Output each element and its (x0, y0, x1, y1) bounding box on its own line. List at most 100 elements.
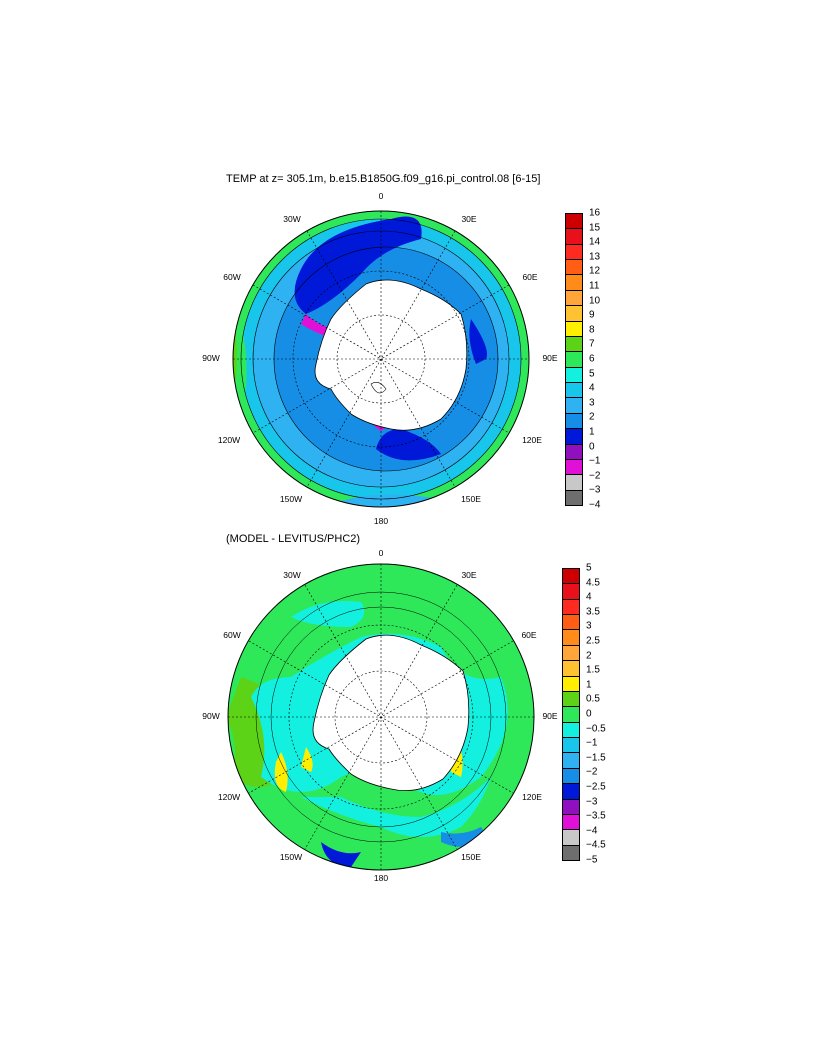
bottom-panel-title: (MODEL - LEVITUS/PHC2) (226, 533, 361, 545)
colorbar-box (562, 598, 580, 616)
colorbar-box (562, 829, 580, 846)
colorbar-tick-label: −5 (586, 854, 598, 866)
colorbar-tick-label: −3 (589, 484, 601, 496)
colorbar-tick-label: 3.5 (586, 606, 600, 618)
top-lon-label-180: 180 (373, 516, 389, 526)
colorbar-tick-label: 10 (589, 295, 601, 307)
colorbar-tick-label: −1.5 (586, 752, 606, 764)
colorbar-box (562, 783, 580, 800)
colorbar-tick-label: 2 (586, 650, 592, 662)
colorbar-tick-label: 7 (589, 338, 595, 350)
top-lon-label-60w: 60W (223, 272, 241, 282)
colorbar-box (565, 382, 583, 399)
colorbar-box (565, 289, 583, 307)
bottom-polar-map (227, 563, 535, 871)
top-lon-label-30e: 30E (461, 214, 477, 224)
top-lon-label-90e: 90E (542, 353, 558, 363)
colorbar-tick-label: 14 (589, 236, 601, 248)
colorbar-box (562, 813, 580, 831)
colorbar-tick-label: 16 (589, 207, 601, 219)
colorbar-box (562, 737, 580, 754)
colorbar-tick-label: 1 (589, 426, 595, 438)
colorbar-box (565, 335, 583, 353)
colorbar-tick-label: −0.5 (586, 723, 606, 735)
colorbar-tick-label: 9 (589, 309, 595, 321)
colorbar-tick-label: −3.5 (586, 810, 606, 822)
colorbar-tick-label: 15 (589, 222, 601, 234)
bottom-lon-label-0: 0 (378, 548, 384, 558)
top-lon-label-120e: 120E (522, 435, 542, 445)
colorbar-tick-label: 3 (586, 620, 592, 632)
bottom-colorbar: 5 4.5 4 3.5 3 2.5 2 1.5 1 0.5 0 −0.5 −1 −1.5 −2 −2.5 −3 −… (562, 563, 622, 866)
bottom-lon-label-60e: 60E (521, 630, 537, 640)
colorbar-box (565, 305, 583, 322)
colorbar-tick-label: 5 (586, 562, 592, 574)
bottom-lon-label-120w: 120W (217, 792, 241, 802)
colorbar-box (562, 614, 580, 631)
top-lon-label-120w: 120W (217, 435, 241, 445)
colorbar-tick-label: 6 (589, 353, 595, 365)
colorbar-tick-label: 4.5 (586, 577, 600, 589)
colorbar-tick-label: 4 (586, 591, 592, 603)
colorbar-box (562, 629, 580, 646)
colorbar-tick-label: −1 (586, 737, 598, 749)
top-lon-label-150w: 150W (279, 494, 303, 504)
top-lon-label-0: 0 (378, 191, 384, 201)
colorbar-tick-label: −2 (586, 766, 598, 778)
colorbar-tick-label: 4 (589, 382, 595, 394)
colorbar-tick-label: −3 (586, 796, 598, 808)
colorbar-box (562, 583, 580, 600)
colorbar-box (565, 443, 583, 460)
bottom-lon-label-30e: 30E (461, 570, 477, 580)
bottom-lon-label-90w: 90W (202, 711, 220, 721)
bottom-lon-label-150e: 150E (461, 852, 481, 862)
top-lon-label-60e: 60E (522, 272, 538, 282)
colorbar-box (565, 366, 583, 384)
colorbar-tick-label: −2.5 (586, 781, 606, 793)
bottom-lon-label-180: 180 (373, 873, 389, 883)
colorbar-box (562, 675, 580, 692)
colorbar-tick-label: 1 (586, 679, 592, 691)
colorbar-box (562, 721, 580, 739)
colorbar-tick-label: −2 (589, 470, 601, 482)
colorbar-tick-label: 11 (589, 280, 600, 292)
colorbar-tick-label: 13 (589, 251, 601, 263)
bottom-lon-label-30w: 30W (283, 570, 301, 580)
colorbar-box (562, 844, 580, 861)
bottom-lon-label-60w: 60W (223, 630, 241, 640)
colorbar-tick-label: −4.5 (586, 839, 606, 851)
colorbar-tick-label: 2.5 (586, 635, 600, 647)
colorbar-box (565, 458, 583, 476)
colorbar-box (562, 660, 580, 677)
colorbar-box (565, 274, 583, 291)
colorbar-box (562, 644, 580, 662)
colorbar-tick-label: −1 (589, 455, 601, 467)
colorbar-tick-label: 12 (589, 265, 601, 277)
colorbar-box (565, 320, 583, 337)
colorbar-box (562, 752, 580, 769)
colorbar-tick-label: 3 (589, 397, 595, 409)
bottom-lon-label-120e: 120E (522, 792, 542, 802)
colorbar-box (565, 489, 583, 506)
colorbar-box (565, 397, 583, 414)
colorbar-tick-label: 0.5 (586, 693, 600, 705)
colorbar-box (565, 428, 583, 445)
colorbar-tick-label: 8 (589, 324, 595, 336)
colorbar-box (565, 259, 583, 276)
colorbar-tick-label: −4 (589, 499, 601, 511)
colorbar-box (562, 798, 580, 815)
colorbar-tick-label: 0 (589, 441, 595, 453)
bottom-lon-label-90e: 90E (542, 711, 558, 721)
colorbar-tick-label: 2 (589, 411, 595, 423)
top-colorbar: 16 15 14 13 12 11 10 9 8 7 6 5 4 3 2 1 0 −1 −2 −3 −4 (565, 208, 625, 511)
colorbar-box (562, 690, 580, 708)
top-lon-label-30w: 30W (283, 214, 301, 224)
colorbar-box (565, 213, 583, 230)
bottom-lon-label-150w: 150W (279, 852, 303, 862)
colorbar-box (565, 412, 583, 430)
colorbar-box (565, 474, 583, 491)
colorbar-tick-label: 5 (589, 368, 595, 380)
top-polar-map (232, 210, 530, 508)
colorbar-box (565, 243, 583, 261)
colorbar-box (562, 568, 580, 585)
